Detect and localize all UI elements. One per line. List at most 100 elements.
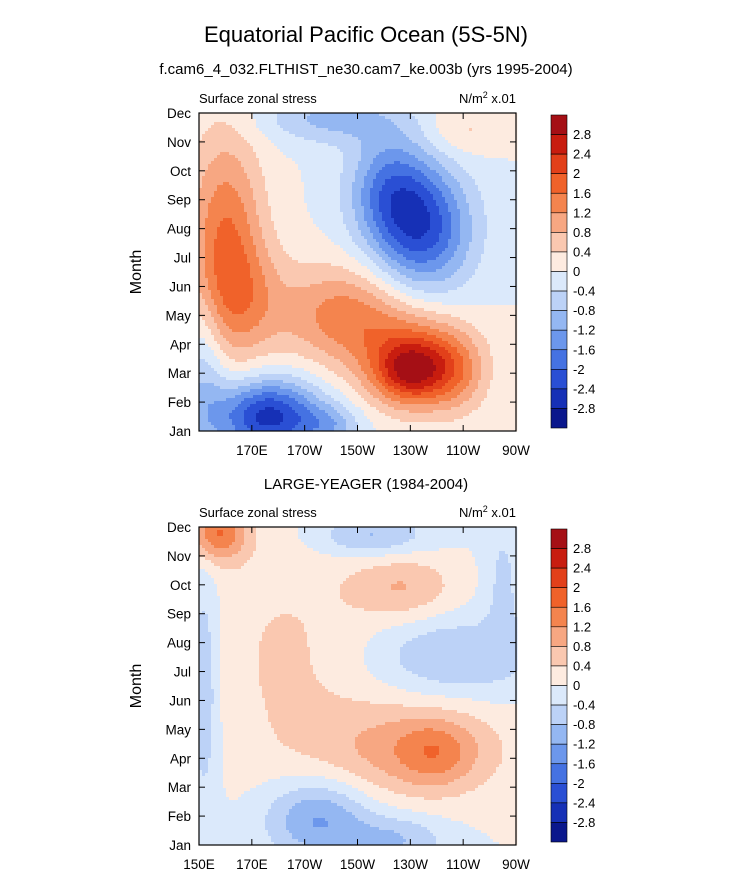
field-cell <box>238 164 241 167</box>
field-cell <box>256 338 259 341</box>
field-cell <box>250 125 253 128</box>
field-cell <box>256 281 259 284</box>
field-cell <box>241 149 244 152</box>
field-cell <box>259 131 262 134</box>
field-cell <box>205 320 208 323</box>
field-cell <box>208 323 211 326</box>
field-cell <box>217 164 220 167</box>
field-cell <box>247 326 250 329</box>
field-cell <box>232 287 235 290</box>
field-cell <box>253 164 256 167</box>
field-cell <box>205 368 208 371</box>
field-cell <box>220 371 223 374</box>
field-cell <box>247 206 250 209</box>
field-cell <box>253 188 256 191</box>
field-cell <box>214 248 217 251</box>
field-cell <box>238 332 241 335</box>
field-cell <box>244 140 247 143</box>
field-cell <box>208 122 211 125</box>
field-cell <box>238 329 241 332</box>
field-cell <box>244 227 247 230</box>
field-cell <box>217 380 220 383</box>
field-cell <box>247 140 250 143</box>
field-cell <box>256 314 259 317</box>
field-cell <box>241 401 244 404</box>
field-cell <box>259 323 262 326</box>
field-cell <box>220 404 223 407</box>
field-cell <box>247 122 250 125</box>
field-cell <box>238 173 241 176</box>
field-cell <box>244 155 247 158</box>
field-cell <box>229 122 232 125</box>
field-cell <box>211 218 214 221</box>
field-cell <box>232 296 235 299</box>
field-cell <box>250 170 253 173</box>
field-cell <box>223 203 226 206</box>
field-cell <box>253 356 256 359</box>
field-cell <box>250 383 253 386</box>
field-cell <box>235 173 238 176</box>
field-cell <box>205 248 208 251</box>
field-cell <box>241 281 244 284</box>
field-cell <box>220 221 223 224</box>
field-cell <box>250 191 253 194</box>
field-cell <box>223 257 226 260</box>
field-cell <box>253 380 256 383</box>
field-cell <box>262 173 265 176</box>
field-cell <box>235 347 238 350</box>
field-cell <box>244 131 247 134</box>
field-cell <box>235 311 238 314</box>
field-cell <box>217 170 220 173</box>
field-cell <box>226 281 229 284</box>
field-cell <box>205 314 208 317</box>
field-cell <box>226 404 229 407</box>
field-cell <box>205 293 208 296</box>
field-cell <box>223 125 226 128</box>
field-cell <box>211 269 214 272</box>
field-cell <box>226 338 229 341</box>
field-cell <box>223 251 226 254</box>
field-cell <box>241 398 244 401</box>
field-cell <box>220 128 223 131</box>
field-cell <box>205 134 208 137</box>
field-cell <box>238 125 241 128</box>
field-cell <box>262 137 265 140</box>
field-cell <box>235 275 238 278</box>
field-cell <box>202 215 205 218</box>
field-cell <box>259 179 262 182</box>
field-cell <box>202 200 205 203</box>
field-cell <box>232 155 235 158</box>
field-cell <box>241 311 244 314</box>
field-cell <box>208 215 211 218</box>
field-cell <box>205 143 208 146</box>
field-cell <box>256 128 259 131</box>
field-cell <box>244 326 247 329</box>
field-cell <box>250 149 253 152</box>
field-cell <box>205 371 208 374</box>
field-cell <box>220 308 223 311</box>
field-cell <box>238 383 241 386</box>
field-cell <box>220 161 223 164</box>
field-cell <box>259 218 262 221</box>
field-cell <box>217 272 220 275</box>
field-cell <box>217 206 220 209</box>
field-cell <box>262 257 265 260</box>
field-cell <box>256 344 259 347</box>
field-cell <box>214 215 217 218</box>
field-cell <box>217 425 220 428</box>
field-cell <box>256 203 259 206</box>
field-cell <box>214 365 217 368</box>
field-cell <box>223 419 226 422</box>
field-cell <box>214 416 217 419</box>
field-cell <box>229 305 232 308</box>
field-cell <box>217 182 220 185</box>
field-cell <box>223 302 226 305</box>
field-cell <box>250 338 253 341</box>
field-cell <box>220 392 223 395</box>
field-cell <box>214 422 217 425</box>
field-cell <box>220 200 223 203</box>
field-cell <box>211 263 214 266</box>
field-cell <box>259 122 262 125</box>
field-cell <box>244 146 247 149</box>
field-cell <box>226 278 229 281</box>
